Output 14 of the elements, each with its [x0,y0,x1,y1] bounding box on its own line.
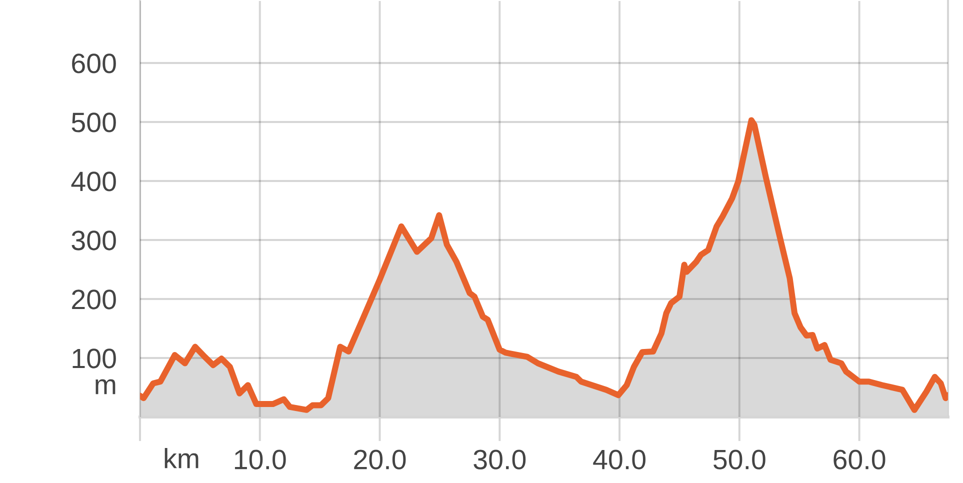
y-tick-label: 400 [71,172,116,192]
x-tick-label: 20.0 [354,450,406,470]
y-tick-label: 200 [72,290,116,310]
x-tick-label: 30.0 [474,450,526,470]
y-tick-label: 300 [72,230,116,250]
y-axis-title: m [96,379,116,394]
x-axis-title: km [164,448,198,468]
y-tick-label: 100 [72,348,116,368]
y-tick-label: 600 [72,54,116,74]
x-tick-label: 40.0 [593,450,646,470]
x-tick-label: 10.0 [234,450,286,470]
x-tick-label: 50.0 [713,450,766,470]
x-tick-label: 60.0 [834,450,886,470]
y-tick-label: 500 [72,112,116,132]
